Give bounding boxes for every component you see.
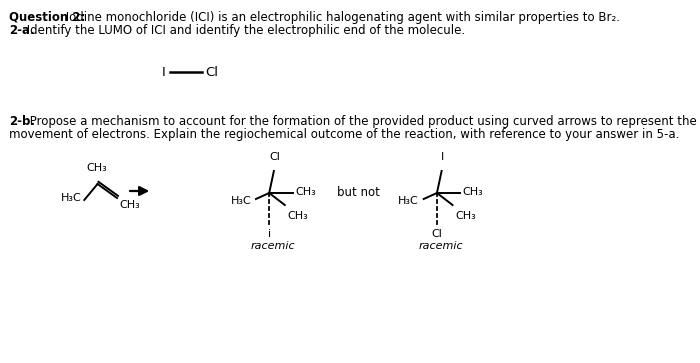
Text: Iodine monochloride (ICI) is an electrophilic halogenating agent with similar pr: Iodine monochloride (ICI) is an electrop… bbox=[62, 11, 620, 24]
Text: Identify the LUMO of ICI and identify the electrophilic end of the molecule.: Identify the LUMO of ICI and identify th… bbox=[23, 24, 466, 37]
Text: I: I bbox=[441, 152, 444, 162]
Text: CH₃: CH₃ bbox=[287, 211, 308, 221]
Text: H₃C: H₃C bbox=[61, 193, 82, 203]
Text: H₃C: H₃C bbox=[230, 196, 251, 206]
Text: CH₃: CH₃ bbox=[295, 187, 316, 197]
Text: CH₃: CH₃ bbox=[120, 200, 140, 210]
Text: Propose a mechanism to account for the formation of the provided product using c: Propose a mechanism to account for the f… bbox=[26, 115, 696, 128]
Text: racemic: racemic bbox=[419, 241, 463, 251]
Text: but not: but not bbox=[337, 187, 380, 200]
Text: i: i bbox=[267, 229, 271, 239]
Text: Cl: Cl bbox=[431, 229, 442, 239]
Text: CH₃: CH₃ bbox=[463, 187, 484, 197]
Text: Question 2:: Question 2: bbox=[9, 11, 85, 24]
Text: Cl: Cl bbox=[270, 152, 280, 162]
Text: racemic: racemic bbox=[251, 241, 295, 251]
Text: Cl: Cl bbox=[205, 65, 218, 78]
Text: 2-a.: 2-a. bbox=[9, 24, 35, 37]
Text: movement of electrons. Explain the regiochemical outcome of the reaction, with r: movement of electrons. Explain the regio… bbox=[9, 128, 680, 141]
Text: CH₃: CH₃ bbox=[455, 211, 475, 221]
Text: I: I bbox=[162, 65, 166, 78]
Text: CH₃: CH₃ bbox=[86, 163, 107, 173]
Text: 2-b.: 2-b. bbox=[9, 115, 36, 128]
Text: H₃C: H₃C bbox=[398, 196, 419, 206]
